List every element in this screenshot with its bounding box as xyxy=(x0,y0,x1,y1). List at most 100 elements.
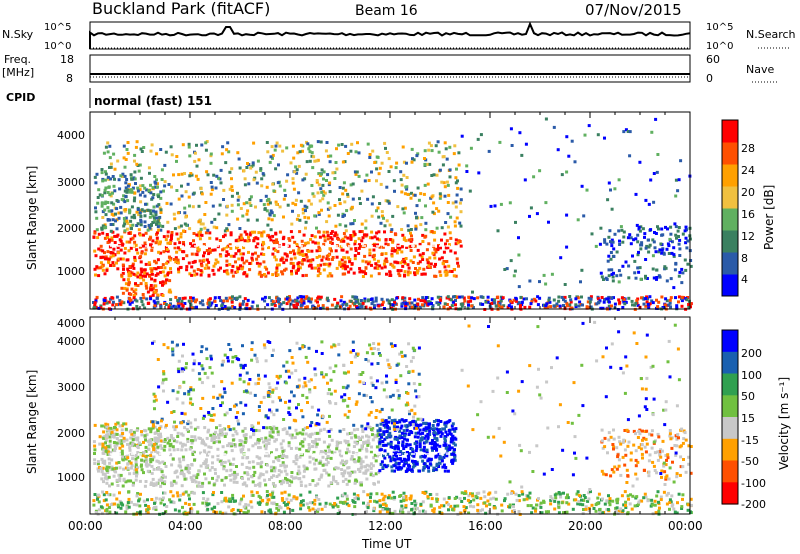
power-echo-cell xyxy=(188,174,192,178)
velocity-echo-cell xyxy=(113,449,117,453)
power-echo-cell xyxy=(311,258,315,262)
power-echo-cell xyxy=(315,159,319,163)
power-echo-cell xyxy=(371,195,375,199)
power-echo-cell xyxy=(198,237,202,241)
power-echo-cell xyxy=(343,160,347,164)
velocity-echo-cell xyxy=(290,471,294,474)
velocity-echo-cell xyxy=(360,424,364,428)
power-echo-cell xyxy=(652,172,656,175)
velocity-echo-cell xyxy=(100,469,104,473)
power-echo-cell xyxy=(152,193,156,196)
velocity-echo-cell xyxy=(301,415,305,419)
power-echo-cell xyxy=(187,142,191,146)
velocity-echo-cell xyxy=(383,502,387,506)
velocity-echo-cell xyxy=(180,448,184,452)
power-echo-cell xyxy=(418,260,422,264)
power-echo-cell xyxy=(195,305,198,309)
power-echo-cell xyxy=(159,240,162,244)
power-echo-cell xyxy=(669,296,673,300)
power-echo-cell xyxy=(169,302,172,306)
power-echo-cell xyxy=(605,242,609,246)
power-echo-cell xyxy=(307,147,311,151)
velocity-echo-cell xyxy=(301,385,305,389)
velocity-echo-cell xyxy=(313,502,317,506)
velocity-echo-cell xyxy=(257,409,261,412)
power-echo-cell xyxy=(236,198,240,202)
velocity-echo-cell xyxy=(363,465,367,469)
velocity-echo-cell xyxy=(381,440,385,443)
velocity-echo-cell xyxy=(341,459,344,463)
power-echo-cell xyxy=(92,306,96,310)
velocity-echo-cell xyxy=(235,432,239,436)
velocity-echo-cell xyxy=(97,469,100,473)
power-echo-cell xyxy=(266,202,270,206)
power-echo-cell xyxy=(321,304,325,308)
power-echo-cell xyxy=(414,224,418,228)
velocity-echo-cell xyxy=(366,422,370,426)
power-echo-cell xyxy=(374,299,378,303)
power-echo-cell xyxy=(605,278,609,281)
power-echo-cell xyxy=(517,253,521,257)
power-echo-cell xyxy=(344,229,348,233)
velocity-echo-cell xyxy=(360,435,364,439)
velocity-echo-cell xyxy=(357,459,361,463)
power-echo-cell xyxy=(308,150,312,154)
power-echo-cell xyxy=(130,205,134,209)
velocity-echo-cell xyxy=(242,433,246,437)
power-echo-cell xyxy=(465,164,469,168)
velocity-echo-cell xyxy=(170,463,174,467)
power-echo-cell xyxy=(372,243,376,247)
power-echo-cell xyxy=(131,186,135,190)
power-echo-cell xyxy=(123,229,127,233)
power-echo-cell xyxy=(144,274,147,278)
velocity-echo-cell xyxy=(442,455,446,459)
power-echo-cell xyxy=(580,295,583,299)
velocity-echo-cell xyxy=(276,433,280,437)
velocity-echo-cell xyxy=(239,401,243,405)
velocity-echo-cell xyxy=(147,447,151,451)
power-echo-cell xyxy=(111,303,115,307)
power-echo-cell xyxy=(237,257,241,261)
power-echo-cell xyxy=(106,141,110,145)
velocity-echo-cell xyxy=(181,420,185,424)
power-echo-cell xyxy=(423,157,426,160)
power-panel-frame xyxy=(89,111,691,310)
power-echo-cell xyxy=(298,150,302,154)
power-echo-cell xyxy=(565,135,569,139)
velocity-echo-cell xyxy=(378,410,382,414)
power-echo-cell xyxy=(111,175,115,178)
power-echo-cell xyxy=(653,246,657,250)
velocity-echo-cell xyxy=(320,371,324,375)
velocity-echo-cell xyxy=(172,439,176,443)
velocity-echo-cell xyxy=(383,425,387,429)
velocity-echo-cell xyxy=(257,476,261,480)
power-echo-cell xyxy=(209,181,213,184)
velocity-echo-cell xyxy=(211,461,214,465)
power-echo-cell xyxy=(131,264,135,268)
velocity-echo-cell xyxy=(193,359,197,363)
power-echo-cell xyxy=(300,239,304,243)
velocity-echo-cell xyxy=(149,458,153,461)
power-echo-cell xyxy=(309,300,313,304)
power-echo-cell xyxy=(230,203,234,207)
velocity-echo-cell xyxy=(393,422,396,426)
power-echo-cell xyxy=(677,242,681,246)
power-echo-cell xyxy=(326,154,330,158)
velocity-echo-cell xyxy=(404,419,408,422)
velocity-echo-cell xyxy=(405,365,409,368)
power-echo-cell xyxy=(623,302,627,306)
velocity-echo-cell xyxy=(106,433,110,437)
power-echo-cell xyxy=(205,249,209,252)
power-echo-cell xyxy=(428,162,432,166)
velocity-echo-cell xyxy=(431,424,435,427)
power-echo-cell xyxy=(147,189,151,192)
velocity-echo-cell xyxy=(284,369,288,373)
power-echo-cell xyxy=(134,288,138,292)
velocity-echo-cell xyxy=(347,370,350,374)
velocity-echo-cell xyxy=(393,469,396,473)
velocity-echo-cell xyxy=(433,433,436,437)
velocity-echo-cell xyxy=(410,459,414,463)
power-echo-cell xyxy=(353,254,357,258)
power-echo-cell xyxy=(621,240,625,244)
power-echo-cell xyxy=(447,264,451,268)
